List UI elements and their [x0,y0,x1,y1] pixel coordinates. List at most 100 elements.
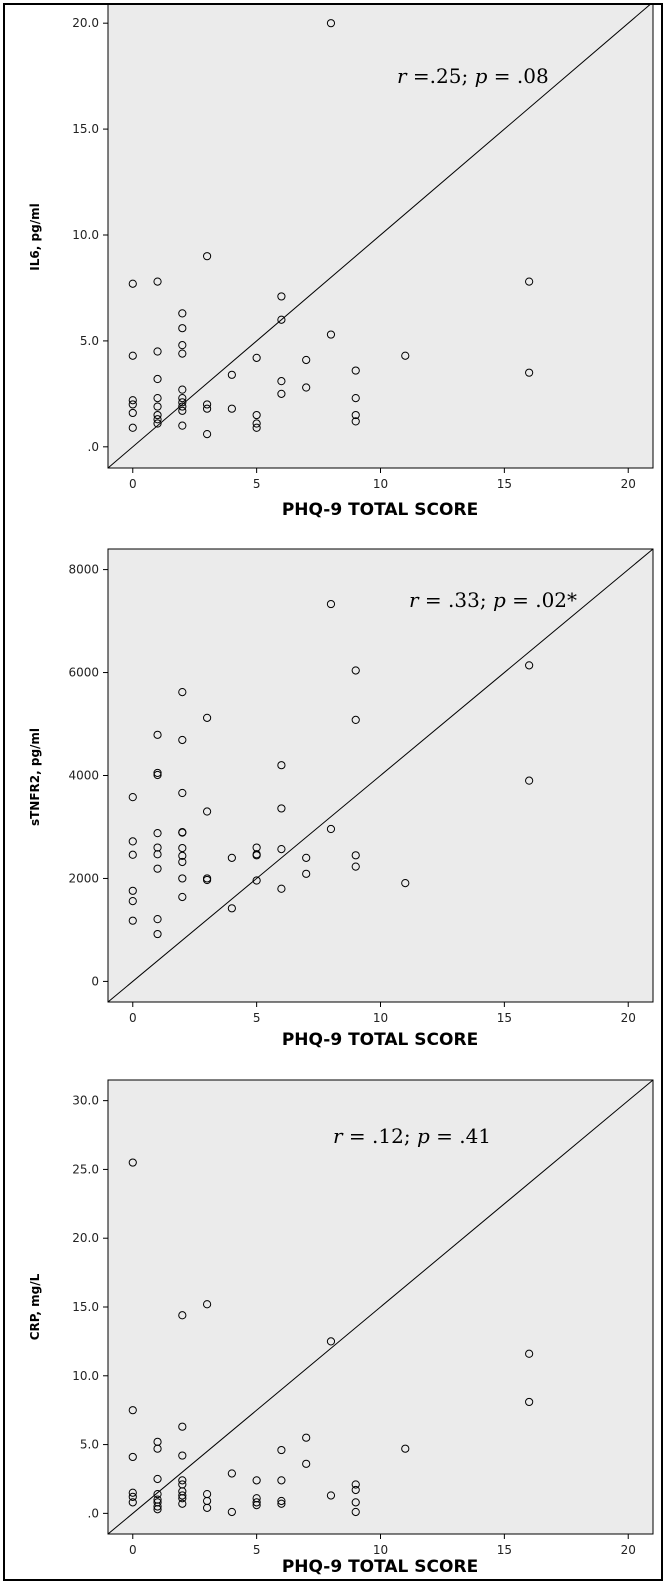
data-point [302,1459,311,1468]
data-point [153,1474,162,1484]
x-tick-label: 15 [497,1543,512,1557]
scatter-points [128,1158,534,1517]
y-tick-label: 2000 [68,871,99,885]
data-point [302,383,311,392]
data-point [178,843,187,853]
x-tick-label: 20 [621,477,636,491]
y-tick-label: 4000 [68,769,99,783]
data-point [525,1349,534,1358]
data-point [277,389,286,398]
data-point [326,1337,336,1346]
data-point [326,19,336,28]
data-point [178,851,187,860]
y-axis-label: CRP, mg/L [28,1273,42,1340]
data-point [128,351,137,360]
data-point [178,874,187,883]
data-point [153,864,162,873]
panel-il6: 0 5 10 15 20.05.010.015.020.0 r =.25; p = .0… [28,1,654,520]
data-point [128,400,137,409]
data-point [202,713,212,722]
x-tick-label: 20 [621,1543,636,1557]
data-point [178,857,187,867]
x-tick-label: 5 [253,1011,261,1025]
data-point [227,853,236,862]
data-point [277,1499,286,1508]
data-point [153,730,162,739]
y-tick-label: 6000 [68,666,99,680]
data-point [227,370,236,379]
data-point [153,829,162,838]
data-point [178,341,187,350]
data-point [302,869,311,878]
data-point [153,1444,162,1453]
data-point [178,1311,187,1320]
data-point [277,804,286,813]
data-point [525,1397,534,1407]
data-point [202,1300,212,1309]
data-point [178,309,187,318]
data-point [401,878,410,888]
data-point [178,398,187,407]
data-point [128,793,137,802]
y-tick-label: 5.0 [80,1438,99,1452]
data-point [277,292,286,301]
data-point [128,1452,137,1462]
reference-line [107,1079,654,1535]
data-point [178,394,187,403]
data-point [178,828,187,837]
axis-ticks: 0 5 10 15 20.05.010.015.020.025.030.0 [72,1094,636,1557]
data-point [153,768,162,778]
data-point [128,1488,137,1497]
data-point [351,851,360,860]
data-point [128,396,137,405]
data-point [252,419,261,428]
data-point [128,1158,137,1167]
data-point [351,1507,360,1517]
data-point [153,1502,162,1511]
data-point [302,355,311,365]
data-point [178,1499,187,1508]
axis-ticks: 0 5 10 15 20.05.010.015.020.0 [72,16,636,491]
data-point [153,402,162,411]
data-point [178,788,187,798]
data-point [277,315,286,324]
data-point [252,410,261,420]
data-point [326,824,336,834]
data-point [525,776,534,785]
data-point [128,916,137,925]
data-point [128,1498,137,1507]
panel-crp: 0 5 10 15 20.05.010.015.020.025.030.0 r = .1… [28,1079,654,1577]
data-point [525,661,534,670]
x-tick-label: 0 [129,1543,137,1557]
data-point [178,324,187,333]
y-tick-label: 20.0 [72,16,99,30]
data-point [178,349,187,358]
data-point [351,366,360,375]
reference-line [107,1,654,469]
data-point [202,404,212,413]
data-point [351,394,360,403]
data-point [153,374,162,384]
data-point [302,1433,311,1442]
data-point [252,1501,261,1510]
data-point [227,1469,236,1478]
data-point [153,1505,162,1514]
reference-line [107,548,654,1003]
data-point [252,1498,261,1507]
data-point [128,850,137,859]
data-point [277,884,286,893]
data-point [351,417,360,426]
data-point [153,929,162,939]
data-point [351,862,360,871]
x-tick-label: 0 [129,1011,137,1025]
data-point [326,1491,336,1500]
stat-annotation: r = .33; p = .02* [409,588,577,612]
data-point [178,1476,187,1485]
data-point [153,850,162,859]
data-point [401,351,410,360]
data-point [128,886,137,895]
data-point [178,385,187,394]
data-point [351,715,360,725]
data-point [202,1503,212,1512]
x-tick-label: 0 [129,477,137,491]
